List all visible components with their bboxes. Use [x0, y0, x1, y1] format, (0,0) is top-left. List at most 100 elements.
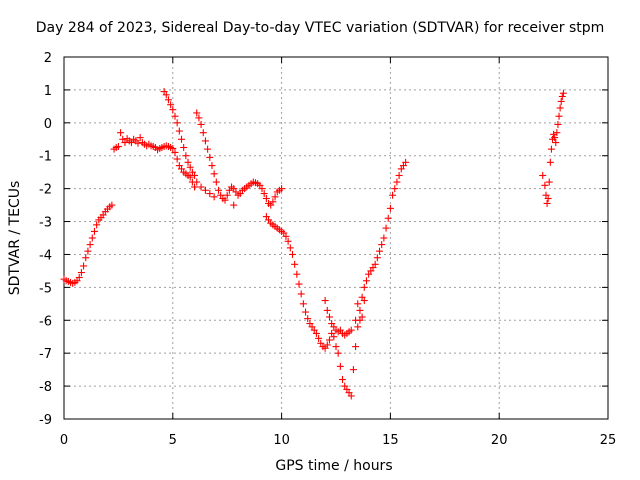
data-point — [262, 195, 270, 203]
data-point — [199, 129, 207, 137]
data-point — [282, 232, 290, 240]
data-point — [352, 343, 360, 351]
data-point — [336, 362, 344, 370]
data-point — [173, 155, 181, 163]
data-point — [297, 290, 305, 298]
data-point — [278, 185, 286, 193]
data-point — [358, 313, 366, 321]
data-point — [356, 306, 364, 314]
data-point — [197, 183, 205, 191]
data-point — [334, 349, 342, 357]
data-point — [389, 191, 397, 199]
data-point — [108, 201, 116, 209]
data-point — [184, 158, 192, 166]
data-point — [315, 334, 323, 342]
data-point — [558, 92, 566, 100]
y-tick-label: -5 — [39, 281, 52, 296]
data-point — [193, 178, 201, 186]
data-point — [169, 144, 177, 152]
data-point — [360, 297, 368, 305]
data-point — [382, 224, 390, 232]
data-marks — [60, 88, 567, 400]
data-point — [162, 91, 170, 99]
y-tick-label: -9 — [39, 413, 52, 428]
data-point — [386, 204, 394, 212]
data-point — [373, 254, 381, 262]
data-point — [77, 269, 85, 277]
y-tick-label: 2 — [44, 51, 52, 66]
data-point — [347, 326, 355, 334]
chart-grid — [64, 57, 608, 419]
data-point — [378, 241, 386, 249]
data-point — [312, 329, 320, 337]
data-point — [347, 392, 355, 400]
data-point — [84, 247, 92, 255]
y-tick-label: -6 — [39, 314, 52, 329]
x-tick-label: 0 — [60, 433, 68, 448]
data-point — [395, 171, 403, 179]
data-point — [304, 315, 312, 323]
data-point — [191, 183, 199, 191]
data-point — [286, 244, 294, 252]
data-point — [321, 297, 329, 305]
x-tick-label: 5 — [169, 433, 177, 448]
y-tick-label: -1 — [39, 150, 52, 165]
data-point — [354, 323, 362, 331]
data-point — [544, 195, 552, 203]
data-point — [223, 191, 231, 199]
data-point — [173, 119, 181, 127]
data-point — [325, 313, 333, 321]
data-point — [75, 273, 83, 281]
data-point — [90, 227, 98, 235]
data-point — [271, 193, 279, 201]
data-point — [80, 262, 88, 270]
plot-frame — [63, 56, 609, 420]
data-point — [541, 181, 549, 189]
data-point — [556, 104, 564, 112]
data-point — [260, 190, 268, 198]
data-point — [391, 185, 399, 193]
data-point — [554, 120, 562, 128]
data-point — [539, 171, 547, 179]
data-point — [384, 214, 392, 222]
data-point — [171, 112, 179, 120]
data-point — [178, 135, 186, 143]
data-point — [559, 89, 567, 97]
data-point — [191, 171, 199, 179]
data-point — [206, 190, 214, 198]
data-point — [204, 145, 212, 153]
data-point — [543, 199, 551, 207]
x-tick-label: 10 — [273, 433, 290, 448]
data-point — [164, 96, 172, 104]
chart-title: Day 284 of 2023, Sidereal Day-to-day VTE… — [36, 20, 605, 36]
y-tick-label: -3 — [39, 216, 52, 231]
data-point — [376, 247, 384, 255]
data-point — [197, 120, 205, 128]
data-point — [186, 163, 194, 171]
data-point — [545, 178, 553, 186]
data-point — [221, 196, 229, 204]
data-point — [393, 178, 401, 186]
data-point — [180, 144, 188, 151]
y-tick-label: 0 — [44, 117, 52, 132]
data-point — [555, 112, 563, 120]
data-point — [195, 114, 203, 122]
data-point — [328, 320, 336, 328]
data-point — [171, 148, 179, 156]
data-point — [193, 109, 201, 117]
data-point — [88, 234, 96, 242]
data-point — [212, 178, 220, 186]
data-point — [349, 366, 357, 374]
data-point — [547, 145, 555, 153]
data-point — [360, 283, 368, 291]
data-point — [210, 193, 218, 201]
data-point — [93, 221, 101, 229]
data-point — [288, 250, 296, 258]
data-point — [295, 280, 303, 288]
data-point — [557, 97, 565, 105]
data-point — [323, 306, 331, 314]
x-tick-label: 20 — [491, 433, 508, 448]
data-point — [380, 234, 388, 242]
data-point — [552, 139, 560, 147]
